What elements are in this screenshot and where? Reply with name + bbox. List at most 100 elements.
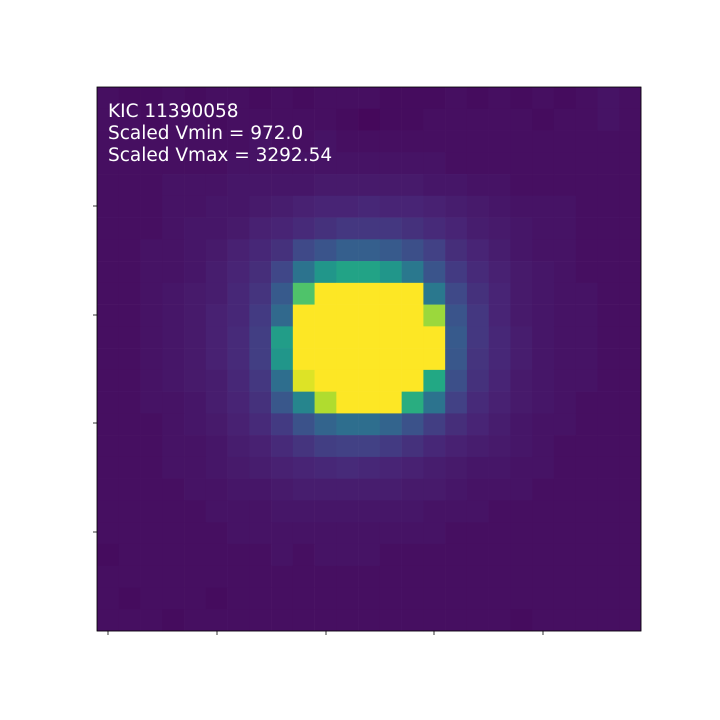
pixel [293,239,315,261]
pixel [619,370,641,392]
pixel [206,500,228,522]
pixel [249,196,271,218]
pixel [489,87,511,109]
pixel [358,435,380,457]
pixel [445,152,467,174]
pixel [467,152,489,174]
pixel [532,305,554,327]
pixel [162,196,184,218]
pixel [271,348,293,370]
pixel [358,479,380,501]
pixel [228,305,250,327]
pixel [532,348,554,370]
pixel [293,544,315,566]
pixel [184,392,206,414]
pixel [249,609,271,631]
pixel [336,326,358,348]
pixel [162,609,184,631]
pixel [576,218,598,240]
pixel [510,261,532,283]
pixel [315,370,337,392]
pixel [380,479,402,501]
pixel [141,479,163,501]
pixel [467,218,489,240]
pixel [467,348,489,370]
pixel [597,326,619,348]
pixel [119,457,141,479]
pixel [141,392,163,414]
pixel [554,174,576,196]
pixel [184,479,206,501]
pixel [532,544,554,566]
pixel [619,305,641,327]
pixel [445,544,467,566]
pixel [402,500,424,522]
pixel [532,566,554,588]
pixel [271,305,293,327]
pixel [423,305,445,327]
pixel [510,87,532,109]
pixel [271,544,293,566]
pixel [358,283,380,305]
pixel [402,392,424,414]
pixel [445,261,467,283]
pixel [445,566,467,588]
pixel [380,326,402,348]
pixel [402,566,424,588]
pixel [141,413,163,435]
pixel [162,283,184,305]
pixel [358,522,380,544]
pixel [271,174,293,196]
pixel [467,457,489,479]
pixel [597,457,619,479]
pixel [445,305,467,327]
pixel [532,131,554,153]
pixel [576,283,598,305]
pixel [423,392,445,414]
pixel [619,152,641,174]
pixel [119,392,141,414]
pixel [597,392,619,414]
pixel [119,196,141,218]
pixel [510,348,532,370]
pixel [228,392,250,414]
pixel [445,413,467,435]
pixel [141,500,163,522]
pixel [97,370,119,392]
pixel [141,218,163,240]
pixel [489,392,511,414]
pixel [184,522,206,544]
vmax-label: Scaled Vmax = 3292.54 [108,145,332,167]
pixel [293,435,315,457]
pixel [619,131,641,153]
pixel [249,544,271,566]
pixel [554,435,576,457]
pixel [293,370,315,392]
pixel [576,500,598,522]
pixel [293,392,315,414]
pixel [380,239,402,261]
pixel [119,435,141,457]
pixel [358,566,380,588]
pixel [228,283,250,305]
pixel [358,370,380,392]
pixel [228,239,250,261]
pixel [576,479,598,501]
pixel [619,348,641,370]
pixel [358,587,380,609]
pixel [249,174,271,196]
pixel [97,348,119,370]
pixel [97,413,119,435]
pixel [358,457,380,479]
pixel [597,587,619,609]
pixel [619,457,641,479]
pixel [249,392,271,414]
pixel [184,544,206,566]
pixel [467,87,489,109]
pixel [293,609,315,631]
pixel [271,457,293,479]
pixel [489,109,511,131]
pixel [576,196,598,218]
pixel [97,435,119,457]
pixel [315,348,337,370]
